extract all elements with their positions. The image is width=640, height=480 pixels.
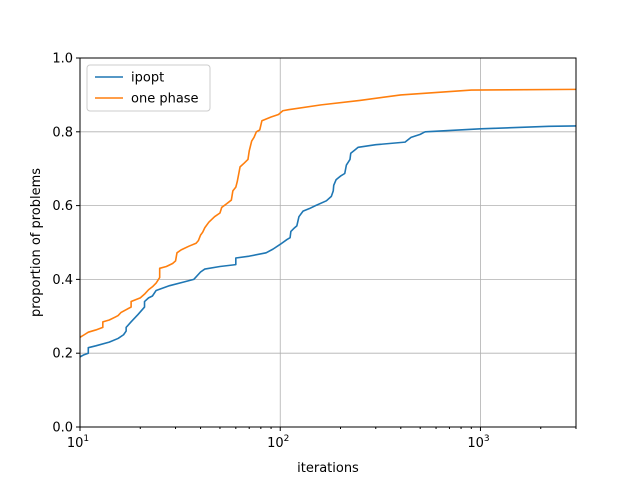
tick-layer: 0.0 0.2 0.4 0.6 0.8 1.0 101 102 103 [52,52,577,451]
plot-area [80,58,576,427]
y-tick-label: 0.2 [52,347,73,362]
x-tick-label: 102 [267,434,289,451]
legend-label: one phase [131,92,199,107]
y-tick-label: 0.8 [52,125,73,140]
x-tick-label: 101 [67,434,89,451]
legend-label: ipopt [131,71,164,86]
y-tick-label: 0.6 [52,199,73,214]
x-axis-label: iterations [297,461,359,476]
series-line-ipopt [79,125,577,358]
y-tick-label: 0.4 [52,273,73,288]
series-line-one-phase [79,88,577,339]
series-layer [79,88,577,358]
x-tick-label: 103 [467,434,489,451]
y-axis-label: proportion of problems [29,168,44,317]
y-tick-label: 1.0 [52,52,73,67]
y-tick-label: 0.0 [52,421,73,436]
axes-frame [79,57,577,428]
legend: ipopt one phase [86,64,211,112]
